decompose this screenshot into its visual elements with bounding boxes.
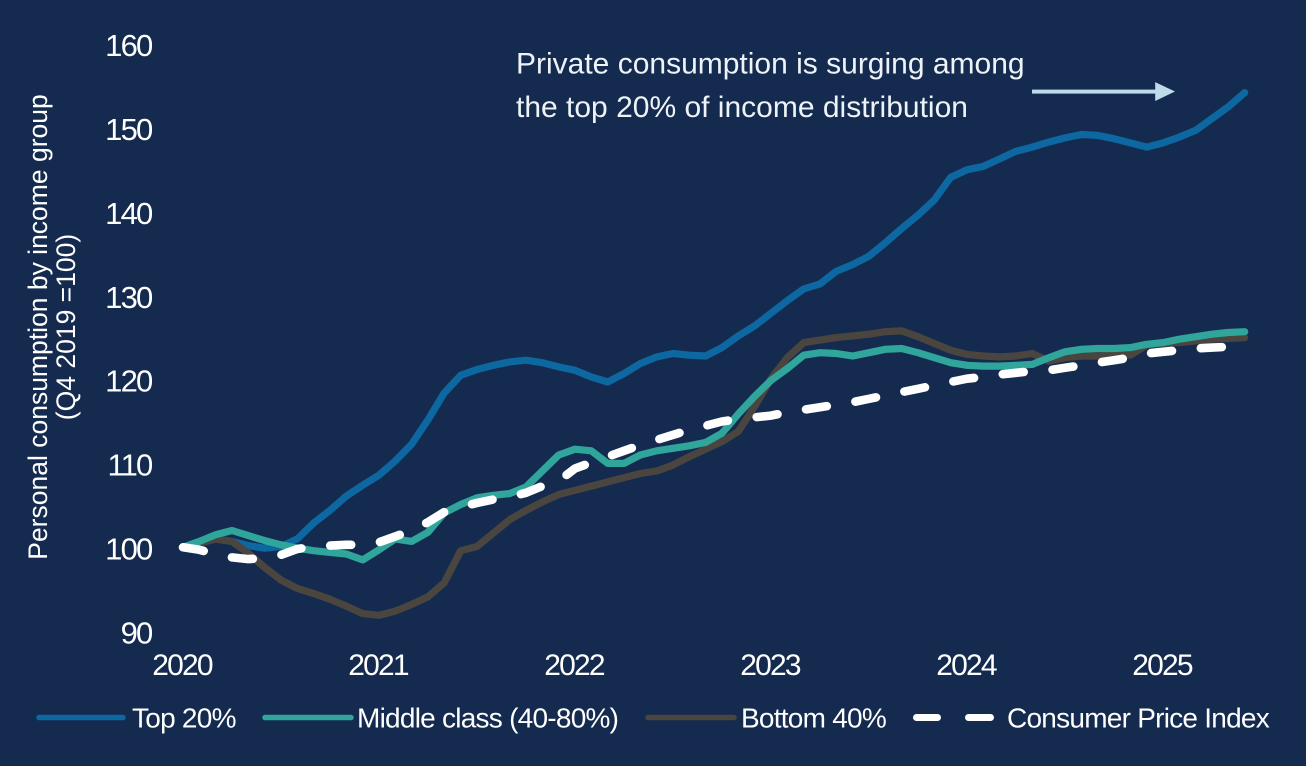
svg-text:150: 150: [105, 112, 153, 147]
svg-text:Top 20%: Top 20%: [132, 703, 236, 734]
svg-text:130: 130: [105, 280, 153, 315]
svg-text:2025: 2025: [1132, 649, 1193, 682]
svg-text:Private consumption is surging: Private consumption is surging among: [516, 48, 1025, 81]
svg-text:140: 140: [105, 196, 153, 231]
svg-text:2022: 2022: [544, 649, 605, 682]
svg-text:2020: 2020: [152, 649, 213, 682]
svg-text:90: 90: [121, 616, 153, 651]
svg-text:the top 20% of income distribu: the top 20% of income distribution: [516, 91, 968, 124]
svg-text:Bottom 40%: Bottom 40%: [741, 703, 886, 734]
svg-text:100: 100: [105, 532, 153, 567]
svg-text:Personal consumption by income: Personal consumption by income group: [23, 94, 53, 559]
svg-text:(Q4 2019 =100): (Q4 2019 =100): [51, 234, 81, 420]
svg-text:2023: 2023: [740, 649, 801, 682]
svg-text:110: 110: [107, 448, 153, 483]
svg-text:2021: 2021: [348, 649, 409, 682]
svg-text:120: 120: [105, 364, 153, 399]
svg-text:Middle class (40-80%): Middle class (40-80%): [357, 703, 618, 734]
svg-text:2024: 2024: [936, 649, 997, 682]
svg-text:160: 160: [105, 28, 153, 63]
svg-text:Consumer Price Index: Consumer Price Index: [1007, 703, 1270, 734]
